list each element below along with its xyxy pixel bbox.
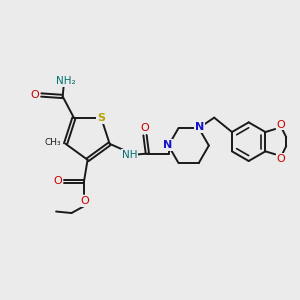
- Text: N: N: [163, 140, 172, 150]
- Text: N: N: [195, 122, 204, 132]
- Text: O: O: [277, 120, 286, 130]
- Text: O: O: [141, 123, 149, 133]
- Text: O: O: [30, 90, 39, 100]
- Text: NH₂: NH₂: [56, 76, 76, 86]
- Text: S: S: [97, 113, 105, 123]
- Text: O: O: [80, 196, 89, 206]
- Text: O: O: [53, 176, 62, 186]
- Text: CH₃: CH₃: [45, 138, 61, 147]
- Text: O: O: [277, 154, 286, 164]
- Text: NH: NH: [122, 150, 137, 160]
